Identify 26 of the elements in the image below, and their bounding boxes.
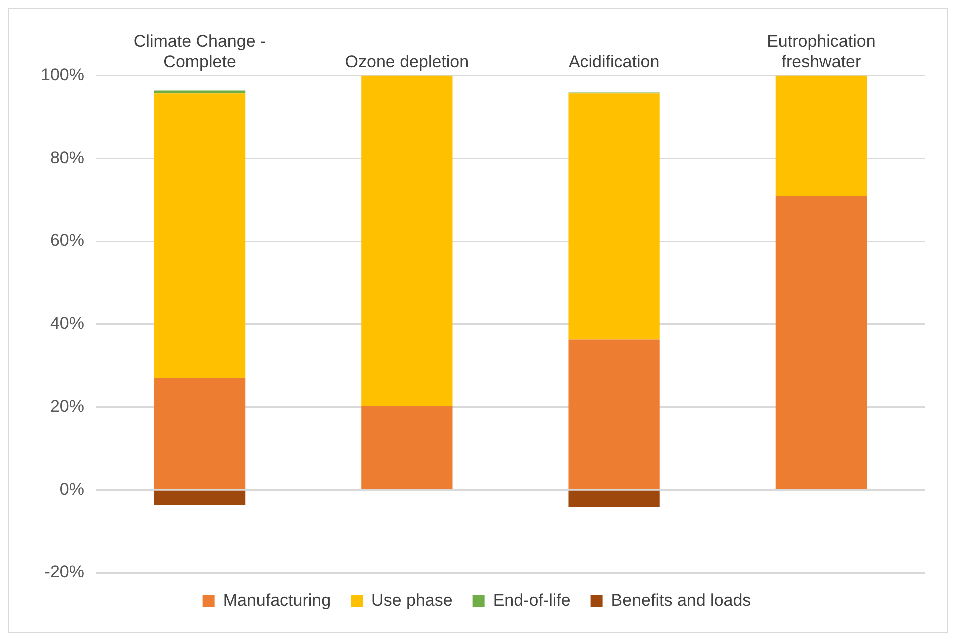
bar bbox=[568, 490, 660, 508]
legend-label: End-of-life bbox=[493, 591, 571, 610]
legend-label: Use phase bbox=[372, 591, 453, 610]
y-tick-label: -20% bbox=[44, 562, 84, 582]
y-tick-label: 0% bbox=[60, 480, 84, 499]
x-tick-label: Eutrophication freshwater bbox=[767, 32, 876, 72]
x-tick-label: Climate Change - Complete bbox=[134, 32, 266, 72]
bar bbox=[154, 490, 246, 506]
y-tick-label: 40% bbox=[50, 314, 84, 334]
legend-label: Manufacturing bbox=[223, 591, 332, 610]
bar bbox=[362, 76, 453, 406]
x-tick-label: Acidification bbox=[568, 52, 660, 72]
bar bbox=[154, 94, 246, 378]
bar bbox=[154, 90, 246, 94]
bar bbox=[568, 94, 660, 340]
x-tick-label: Ozone depletion bbox=[345, 52, 470, 72]
y-tick-label: 80% bbox=[50, 148, 84, 168]
y-tick-label: 60% bbox=[50, 231, 84, 250]
legend-label: Benefits and loads bbox=[611, 591, 752, 610]
bar bbox=[362, 406, 453, 490]
bar bbox=[568, 340, 660, 490]
y-tick-label: 20% bbox=[50, 396, 84, 416]
y-tick-label: 100% bbox=[40, 65, 84, 84]
bar bbox=[776, 196, 868, 490]
bar bbox=[154, 378, 246, 490]
bar bbox=[776, 76, 868, 196]
